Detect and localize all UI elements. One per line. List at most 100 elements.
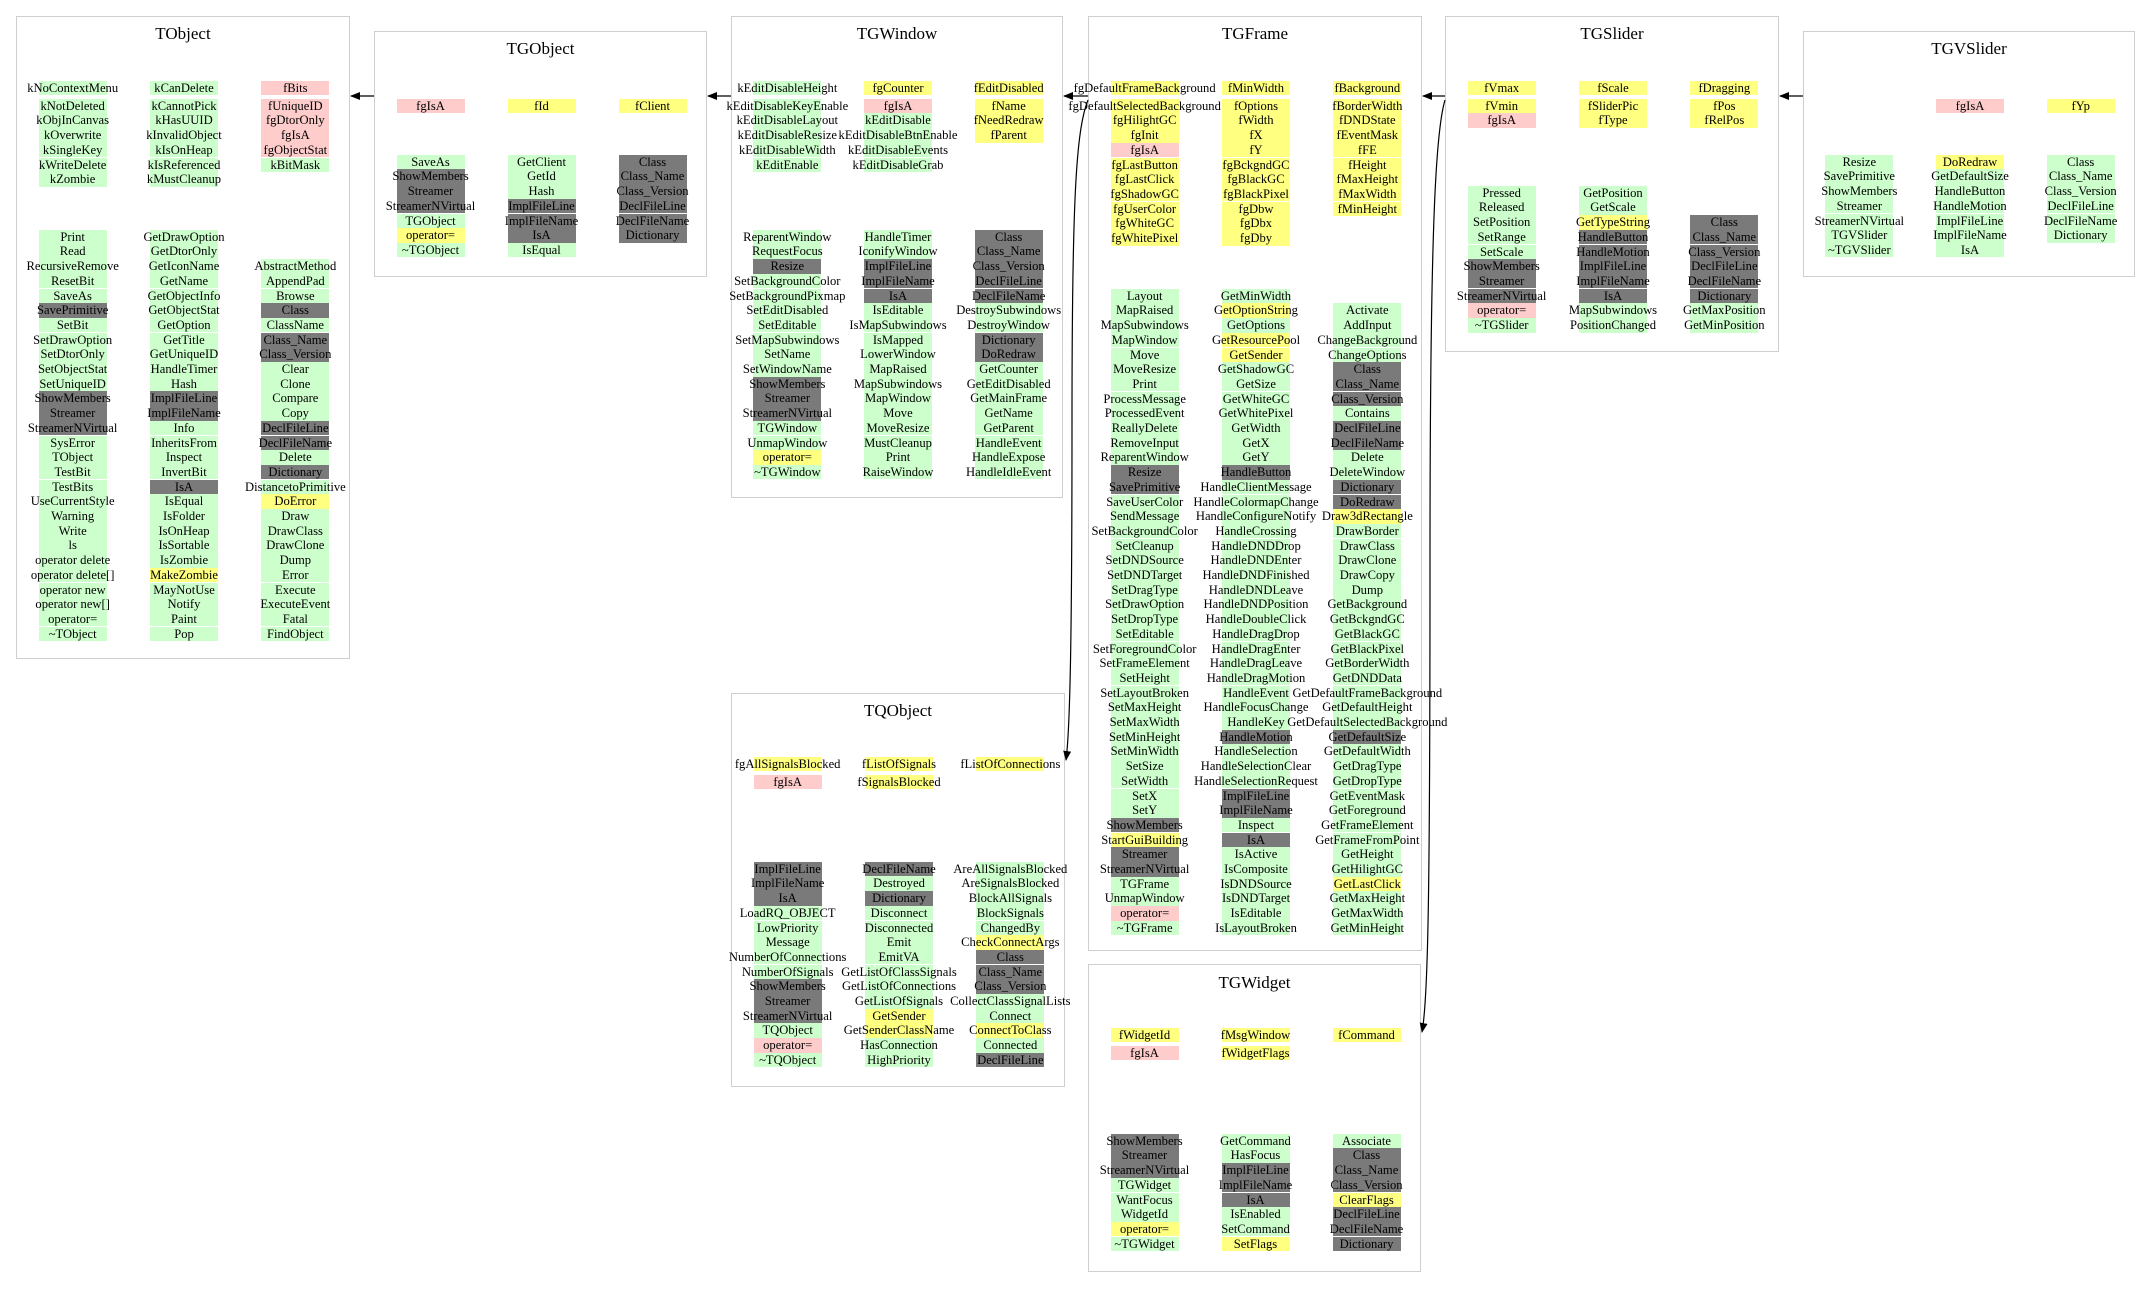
method-ismapped-public: IsMapped <box>864 332 932 348</box>
method-showmembers-dictionary: ShowMembers <box>1107 817 1183 833</box>
method-label: DestroyWindow <box>967 317 1051 332</box>
method-read-public: Read <box>38 244 107 259</box>
member-keditdisable-public: kEditDisable <box>864 113 932 128</box>
method-moveresize-public: MoveResize <box>1110 362 1179 377</box>
method-label: SetUniqueID <box>39 376 106 391</box>
method-highpriority-public: HighPriority <box>865 1052 933 1068</box>
member-label: kIsReferenced <box>147 157 221 172</box>
method-label: HandleKey <box>1227 715 1285 729</box>
method-mapraised-public: MapRaised <box>864 362 932 377</box>
method-label: SetLayoutBroken <box>1100 685 1190 700</box>
method-label: GetDefaultFrameBackground <box>1292 685 1443 700</box>
method-getsize-public: GetSize <box>1222 376 1290 392</box>
method-geteditdisabled-public: GetEditDisabled <box>967 376 1051 392</box>
method-label: ChangedBy <box>980 920 1041 935</box>
method-getwidth-public: GetWidth <box>1222 421 1290 436</box>
member-fscale-protected: fScale <box>1579 80 1647 96</box>
method-tgwidget-public: TGWidget <box>1110 1177 1179 1193</box>
method-class-name-dictionary: Class_Name <box>976 964 1045 980</box>
method-getbackground-public: GetBackground <box>1327 597 1407 612</box>
member-label: fgIsA <box>773 774 802 789</box>
method-getdragtype-public: GetDragType <box>1333 759 1402 774</box>
method-class-version-dictionary: Class_Version <box>1688 244 1760 260</box>
method-label: IsEditable <box>872 303 924 318</box>
method-label: SetBit <box>56 317 89 332</box>
method-label: StreamerNVirtual <box>1456 288 1547 303</box>
method-mapwindow-public: MapWindow <box>1110 332 1179 348</box>
method-showmembers-dictionary: ShowMembers <box>1464 259 1540 274</box>
method-clearflags-protected: ClearFlags <box>1332 1192 1401 1208</box>
method-label: ChangeOptions <box>1328 347 1407 362</box>
method-label: SetFrameElement <box>1099 656 1190 671</box>
method-lowerwindow-public: LowerWindow <box>860 347 936 362</box>
method-label: operator= <box>48 611 98 626</box>
method-message-public: Message <box>753 935 822 950</box>
method-label: HandleSelectionClear <box>1200 759 1312 774</box>
method-declfileline-dictionary: DeclFileLine <box>976 1052 1045 1068</box>
method-label: HandleDragEnter <box>1211 641 1301 656</box>
member-label: fCommand <box>1338 1027 1395 1042</box>
member-label: fgBckgndGC <box>1222 157 1290 172</box>
method-streamer-dictionary: Streamer <box>396 184 465 199</box>
method-getsenderclassname-protected: GetSenderClassName <box>844 1023 954 1038</box>
member-label: fgCounter <box>872 80 924 95</box>
member-label: fgShadowGC <box>1110 186 1179 201</box>
method-getuniqueid-public: GetUniqueID <box>150 347 218 362</box>
method-label: Hash <box>171 376 197 391</box>
member-label: fgUserColor <box>1113 201 1177 216</box>
method-label: HandleSelectionRequest <box>1194 773 1318 788</box>
method-getwhitepixel-public: GetWhitePixel <box>1219 406 1293 421</box>
method-label: GetSize <box>1236 376 1276 391</box>
method-label: HasFocus <box>1230 1148 1281 1163</box>
method-syserror-public: SysError <box>38 435 107 451</box>
member-fpos-protected: fPos <box>1690 98 1759 114</box>
member-label: fSliderPic <box>1587 98 1639 113</box>
method-label: HandleCrossing <box>1215 523 1297 538</box>
method-operator-public: operator= <box>38 611 107 627</box>
member-kcannotpick-public: kCannotPick <box>150 98 218 114</box>
method-label: SetDNDSource <box>1105 553 1184 568</box>
method-label: HandleDNDEnter <box>1210 553 1302 568</box>
method-label: SaveAs <box>53 288 92 303</box>
method-label: HandleDNDDrop <box>1211 538 1301 553</box>
method-setobjectstat-public: SetObjectStat <box>38 362 107 377</box>
method-label: IsA <box>1960 242 1980 257</box>
method-label: MapWindow <box>865 391 931 406</box>
member-label: fgWhitePixel <box>1111 231 1179 245</box>
member-label: kEditEnable <box>756 157 819 172</box>
method-isonheap-public: IsOnHeap <box>150 523 218 539</box>
member-label: kMustCleanup <box>146 172 222 187</box>
method-getoptionstring-protected: GetOptionString <box>1214 303 1298 318</box>
member-label: fFE <box>1357 142 1377 157</box>
method-showmembers-dictionary: ShowMembers <box>750 979 826 994</box>
method-setmaxwidth-public: SetMaxWidth <box>1110 715 1180 730</box>
method-label: Error <box>282 567 309 582</box>
method-label: DeclFileLine <box>262 420 329 435</box>
member-label: kSingleKey <box>42 142 103 157</box>
method-label: MapSubwindows <box>1100 318 1189 333</box>
method-notify-public: Notify <box>150 597 218 612</box>
method-label: WantFocus <box>1116 1192 1173 1207</box>
method-class-dictionary: Class <box>976 949 1045 965</box>
method-label: Class_Version <box>974 979 1047 994</box>
method-label: operator= <box>405 228 456 243</box>
method-move-public: Move <box>1110 347 1179 363</box>
method-gety-public: GetY <box>1222 450 1290 465</box>
method-gethilightgc-public: GetHilightGC <box>1332 862 1403 877</box>
method-label: EmitVA <box>878 949 920 964</box>
method-getparent-public: GetParent <box>974 420 1043 436</box>
method-streamer-dictionary: Streamer <box>753 391 822 406</box>
method-label: Pressed <box>1482 185 1521 200</box>
method-saveusercolor-public: SaveUserColor <box>1106 494 1183 510</box>
method-label: GetBlackGC <box>1334 626 1400 641</box>
class-title: TGVSlider <box>1931 39 2007 58</box>
method-streamer-public: Streamer <box>1825 198 1894 214</box>
method-moveresize-public: MoveResize <box>864 420 932 436</box>
method-label: StreamerNVirtual <box>742 406 833 421</box>
method-label: DeclFileName <box>1329 1221 1404 1236</box>
method-label: GetOption <box>157 317 211 332</box>
member-fmaxheight-protected: fMaxHeight <box>1333 172 1402 187</box>
member-kmustcleanup-public: kMustCleanup <box>146 172 222 187</box>
method-declfilename-dictionary: DeclFileName <box>259 435 332 451</box>
method-streamernvirtual-public: StreamerNVirtual <box>1815 213 1904 229</box>
